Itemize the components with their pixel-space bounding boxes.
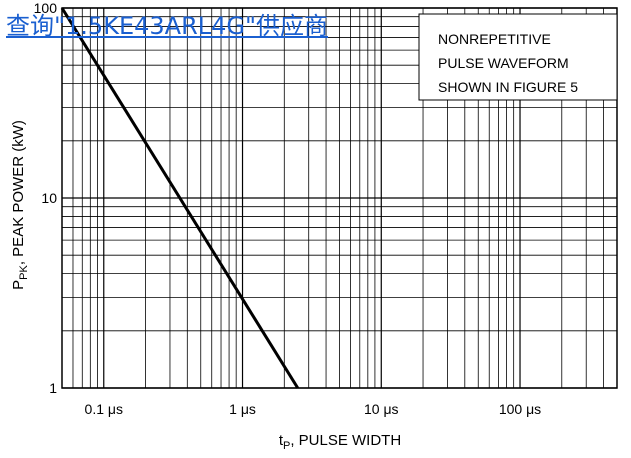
- x-tick-label: 10 μs: [364, 401, 399, 417]
- y-tick-label: 1: [49, 380, 57, 396]
- y-axis-label: PPK, PEAK POWER (kW): [10, 120, 30, 290]
- y-tick-labels: 1 10 100: [34, 0, 58, 396]
- y-tick-label: 10: [41, 190, 57, 206]
- y-axis-label-sub: PK: [18, 265, 30, 280]
- power-line: [60, 7, 300, 389]
- y-axis-label-main: P: [10, 280, 27, 290]
- x-axis-label-sub: P: [283, 440, 290, 452]
- x-tick-label: 100 μs: [499, 401, 541, 417]
- x-axis-label: tP, PULSE WIDTH: [279, 432, 401, 452]
- x-axis-label-rest: , PULSE WIDTH: [290, 432, 401, 449]
- x-axis-label-main: t: [279, 432, 284, 449]
- supplier-link[interactable]: 查询"1.5KE43ARL4G"供应商: [6, 12, 329, 40]
- annotation-line-1: NONREPETITIVE: [438, 31, 551, 47]
- annotation-background: [418, 13, 618, 101]
- y-axis-label-rest: , PEAK POWER (kW): [10, 120, 27, 265]
- x-tick-label: 0.1 μs: [85, 401, 123, 417]
- annotation-line-2: PULSE WAVEFORM: [438, 55, 569, 71]
- series-group: [60, 7, 300, 389]
- x-tick-label: 1 μs: [229, 401, 256, 417]
- plot-frame: [61, 7, 618, 389]
- y-tick-label: 100: [34, 0, 58, 16]
- annotation-box: NONREPETITIVE PULSE WAVEFORM SHOWN IN FI…: [418, 13, 618, 101]
- plot-border: [61, 7, 618, 389]
- annotation-line-3: SHOWN IN FIGURE 5: [438, 79, 578, 95]
